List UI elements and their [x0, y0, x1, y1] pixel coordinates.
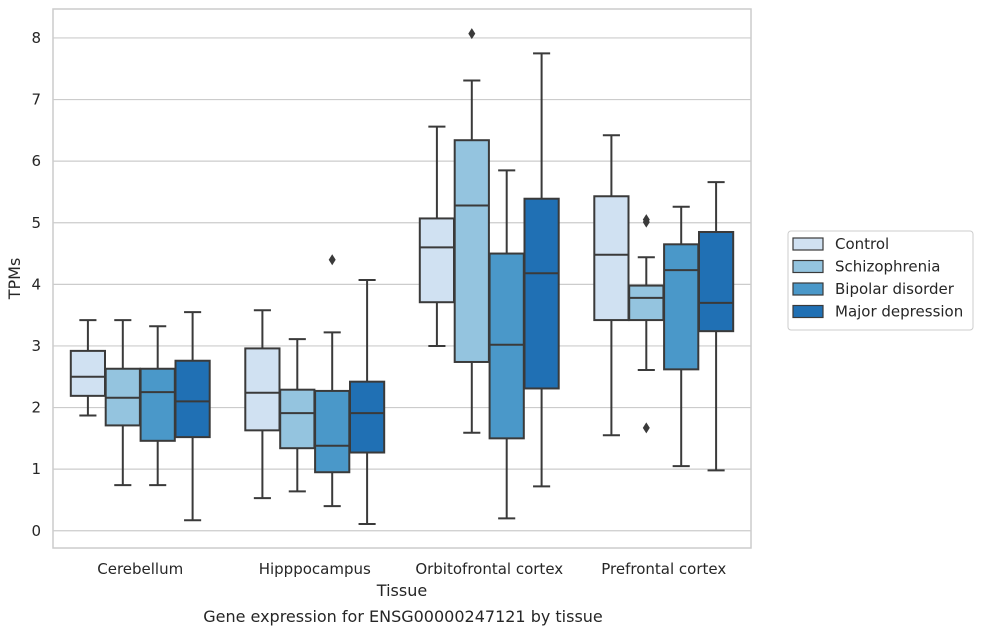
box-body	[663, 243, 700, 371]
x-tick-labels: Cerebellum Hipppocampus Orbitofrontal cort…	[97, 560, 726, 578]
legend-label: Control	[835, 235, 889, 253]
outlier-point	[328, 254, 336, 266]
legend-frame	[787, 230, 974, 331]
x-axis-title: Tissue	[376, 581, 427, 600]
box-body	[244, 347, 281, 432]
outlier-point	[642, 216, 650, 228]
box-control	[593, 134, 630, 437]
box-schizophrenia	[453, 28, 490, 434]
x-tick-label: Orbitofrontal cortex	[415, 560, 563, 578]
y-tick-label: 0	[31, 522, 41, 540]
legend-label: Schizophrenia	[835, 258, 940, 276]
box-major-depression	[697, 181, 735, 472]
x-tick-label: Prefrontal cortex	[601, 560, 726, 578]
box-body	[593, 195, 630, 322]
box-body	[523, 197, 560, 390]
outlier-point	[468, 28, 476, 40]
box-body	[418, 217, 456, 304]
box-schizophrenia	[628, 214, 665, 434]
box-major-depression	[348, 279, 386, 525]
box-body	[314, 389, 351, 474]
legend: Control Schizophrenia Bipolar disorder Majo…	[787, 230, 974, 331]
chart-caption: Gene expression for ENSG00000247121 by t…	[203, 607, 603, 626]
box-control	[69, 319, 107, 417]
legend-swatch	[792, 282, 824, 296]
legend-swatch	[792, 259, 824, 274]
box-bipolar-disorder	[488, 169, 525, 520]
box-control	[418, 125, 456, 347]
box-body	[279, 388, 316, 450]
box-body	[488, 252, 525, 440]
box-control	[244, 309, 281, 500]
y-axis-title: TPMs	[5, 258, 24, 301]
box-schizophrenia	[104, 319, 141, 487]
box-body	[174, 359, 211, 439]
box-body	[628, 284, 665, 322]
outlier-point	[642, 422, 650, 434]
x-tick-label: Cerebellum	[97, 560, 183, 578]
x-tick-label: Hipppocampus	[259, 560, 371, 578]
plot-frame	[52, 8, 752, 549]
y-tick-label: 1	[31, 460, 41, 478]
y-tick-labels: 0 1 2 3 4 5 6 7 8	[31, 29, 41, 540]
box-schizophrenia	[279, 338, 316, 493]
box-bipolar-disorder	[139, 325, 176, 487]
box-body	[697, 230, 735, 333]
legend-label: Bipolar disorder	[835, 280, 955, 298]
box-bipolar-disorder	[314, 254, 351, 508]
y-tick-label: 3	[31, 337, 41, 355]
box-major-depression	[174, 311, 211, 522]
y-tick-label: 4	[31, 275, 41, 293]
y-tick-label: 7	[31, 91, 41, 109]
y-tick-label: 6	[31, 152, 41, 170]
legend-label: Major depression	[835, 303, 963, 321]
box-body	[69, 349, 107, 397]
box-body	[139, 367, 176, 442]
box-body	[348, 380, 386, 454]
y-tick-label: 8	[31, 29, 41, 47]
legend-swatch	[792, 304, 824, 319]
y-tick-label: 5	[31, 214, 41, 232]
legend-swatch	[792, 237, 824, 251]
box-bipolar-disorder	[663, 205, 700, 468]
box-body	[453, 139, 490, 363]
box-major-depression	[523, 52, 560, 488]
y-tick-label: 2	[31, 399, 41, 417]
box-plots	[69, 28, 735, 525]
